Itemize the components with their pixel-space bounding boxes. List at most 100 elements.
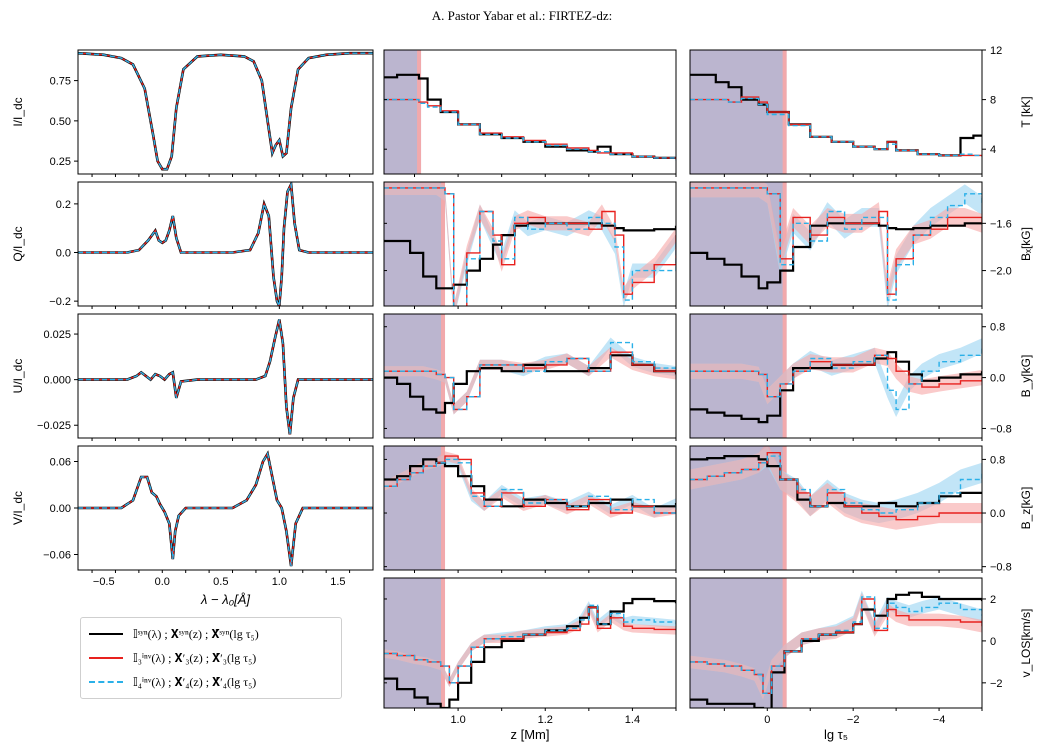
- panel-stokes-Q: −0.2 0.0 0.2 Q/I_dc: [11, 181, 374, 309]
- panel-temperature-z-line-syn: [384, 73, 676, 160]
- panel-stokes-I-ylabel: I/I_dc: [11, 97, 25, 126]
- panel-Bz-z-band-inv3: [384, 451, 676, 518]
- panel-temperature-z-shade: [384, 50, 422, 174]
- panel-stokes-U-yticklabel-2: 0.025: [43, 329, 71, 341]
- panel-temperature-tau-line-inv4: [690, 97, 982, 157]
- panel-Bz-tau-yticklabel-0: −0.8: [990, 562, 1012, 574]
- panel-By-tau-plot-area: [690, 314, 982, 438]
- panel-temperature-tau-yticklabel-1: 8: [990, 95, 996, 107]
- panel-Bx-tau-frame: [689, 181, 983, 307]
- panel-stokes-V: −0.06 0.00 0.06 −0.5 0.0 0.5 1.0 1.5 λ − λ₀[Å] V/…: [11, 445, 374, 607]
- panel-stokes-V-yticklabel-2: 0.06: [50, 457, 71, 469]
- running-header: A. Pastor Yabar et al.: FIRTEZ-dz:: [431, 8, 613, 23]
- panel-By-tau: −0.8 0.0 0.8 B_y[kG]: [689, 313, 1033, 441]
- panel-Bz-tau: −0.8 0.0 0.8 B_z[kG]: [689, 445, 1033, 574]
- panel-vlos-tau-shade-edge: [782, 578, 787, 708]
- legend-label-inv4: 𝕀₄ⁱⁿᵛ(λ) ; 𝐗′₄(z) ; 𝐗̃′₄(lg τ₅): [133, 674, 257, 689]
- panel-temperature-z-plot-area: [384, 50, 676, 174]
- panel-vlos-tau-line-inv4: [690, 596, 982, 694]
- panel-Bx-z-plot-area: [384, 182, 676, 306]
- panel-temperature-z: [383, 49, 677, 177]
- panel-temperature-z-line-inv3: [384, 98, 676, 160]
- panel-Bx-z-shade: [384, 182, 446, 306]
- panel-stokes-U-line-inv3: [78, 319, 373, 435]
- panel-stokes-Q-yticklabel-0: −0.2: [49, 296, 71, 308]
- legend-line-inv3: [89, 657, 123, 659]
- panel-By-tau-ylabel: B_y[kG]: [1019, 355, 1033, 398]
- panel-stokes-Q-line-inv4: [78, 182, 373, 306]
- panel-vlos-z-shade: [384, 578, 446, 708]
- panel-temperature-z-frame: [383, 49, 677, 175]
- panel-stokes-Q-plot-area: [78, 182, 373, 306]
- panel-stokes-V-line-inv4: [78, 451, 373, 567]
- panel-Bz-z-plot-area: [384, 446, 676, 570]
- panel-By-z-band-inv3: [384, 347, 676, 415]
- panel-Bz-tau-ylabel: B_z[kG]: [1019, 487, 1033, 530]
- panel-Bx-tau: −2.0 −1.6 Bₓ[kG]: [689, 181, 1033, 309]
- panel-By-z-line-syn: [384, 354, 676, 414]
- panel-stokes-V-ylabel: V/I_dc: [11, 491, 25, 525]
- panel-stokes-Q-line-inv3: [78, 182, 373, 306]
- panel-stokes-V-xticklabel-1: 0.0: [155, 576, 170, 588]
- panel-stokes-I: 0.25 0.50 0.75 I/I_dc: [11, 49, 374, 177]
- panel-Bx-tau-line-inv4: [690, 187, 982, 301]
- panel-stokes-U-line-syn: [78, 319, 373, 435]
- panel-By-tau-frame: [689, 313, 983, 439]
- panel-Bz-tau-yticklabel-1: 0.0: [990, 508, 1005, 520]
- panel-stokes-I-line-inv4: [78, 52, 373, 170]
- legend-entry-inv4: 𝕀₄ⁱⁿᵛ(λ) ; 𝐗′₄(z) ; 𝐗̃′₄(lg τ₅): [89, 672, 256, 692]
- panel-vlos-z-xlabel: z [Mm]: [511, 727, 550, 742]
- panel-vlos-tau-plot-area: [690, 578, 982, 708]
- panel-stokes-V-line-inv3: [78, 451, 373, 567]
- panel-Bx-tau-plot-area: [690, 182, 982, 306]
- panel-vlos-tau-yticklabel-1: 0: [990, 636, 996, 648]
- panel-stokes-V-plot-area: [78, 450, 373, 567]
- panel-Bx-z-frame: [383, 181, 677, 307]
- panel-By-z-plot-area: [384, 314, 676, 438]
- panel-By-tau-line-inv4: [690, 345, 982, 411]
- panel-Bz-tau-plot-area: [690, 446, 982, 570]
- panel-stokes-Q-frame: [77, 181, 374, 307]
- panel-stokes-I-yticklabel-0: 0.25: [50, 156, 71, 168]
- panel-vlos-tau-yticklabel-0: −2: [990, 678, 1003, 690]
- panel-stokes-Q-line-syn: [78, 182, 373, 306]
- panel-vlos-tau-xticklabel-0: 0: [764, 714, 770, 726]
- panel-vlos-tau-xlabel: lg τ₅: [824, 727, 848, 742]
- panel-stokes-U-plot-area: [78, 319, 373, 435]
- panel-stokes-I-yticklabel-2: 0.75: [50, 76, 71, 88]
- panel-vlos-z-xticklabel-0: 1.0: [450, 714, 465, 726]
- panel-Bz-z-shade-edge: [441, 446, 446, 570]
- legend-label-syn: 𝕀ˢʸⁿ(λ) ; 𝐗ˢʸⁿ(z) ; 𝐗̃ˢʸⁿ(lg τ₅): [133, 626, 259, 641]
- panel-vlos-tau-xticklabel-2: −4: [933, 714, 946, 726]
- panel-temperature-tau-plot-area: [690, 50, 982, 174]
- panel-vlos-z: 1.0 1.2 1.4 z [Mm]: [383, 577, 677, 742]
- panel-Bz-tau-frame: [689, 445, 983, 571]
- legend-line-inv4: [89, 681, 123, 683]
- panel-By-tau-yticklabel-1: 0.0: [990, 373, 1005, 385]
- panel-stokes-U-frame: [77, 313, 374, 439]
- panel-By-tau-yticklabel-0: −0.8: [990, 423, 1012, 435]
- legend-entry-syn: 𝕀ˢʸⁿ(λ) ; 𝐗ˢʸⁿ(z) ; 𝐗̃ˢʸⁿ(lg τ₅): [89, 624, 259, 644]
- panel-stokes-I-line-syn: [78, 51, 373, 171]
- panel-stokes-V-xticklabel-3: 1.0: [272, 576, 287, 588]
- legend-line-syn: [89, 633, 123, 635]
- panel-Bz-tau-yticklabel-2: 0.8: [990, 454, 1005, 466]
- panel-Bx-tau-yticklabel-0: −2.0: [990, 266, 1012, 278]
- panel-stokes-V-yticklabel-0: −0.06: [43, 550, 71, 562]
- panel-temperature-tau: 4 8 12 T [kK]: [689, 45, 1033, 177]
- panel-stokes-I-line-inv3: [78, 52, 373, 170]
- panel-stokes-Q-yticklabel-1: 0.0: [56, 248, 71, 260]
- panel-By-tau-yticklabel-2: 0.8: [990, 322, 1005, 334]
- panel-stokes-U-ylabel: U/I_dc: [11, 359, 25, 394]
- panel-stokes-V-xticklabel-4: 1.5: [330, 576, 345, 588]
- panel-vlos-tau-ylabel: v_LOS[km/s]: [1019, 609, 1033, 678]
- panel-vlos-tau-yticklabel-2: 2: [990, 594, 996, 606]
- panel-Bx-z-line-inv4: [384, 187, 676, 306]
- legend-entry-inv3: 𝕀₃ⁱⁿᵛ(λ) ; 𝐗′₃(z) ; 𝐗̃′₃(lg τ₅): [89, 648, 256, 668]
- panel-temperature-z-line-inv4: [384, 98, 676, 161]
- panel-Bx-tau-shade: [690, 182, 787, 306]
- legend-label-inv3: 𝕀₃ⁱⁿᵛ(λ) ; 𝐗′₃(z) ; 𝐗̃′₃(lg τ₅): [133, 650, 257, 665]
- panel-temperature-tau-ylabel: T [kK]: [1019, 96, 1033, 127]
- panel-Bz-z-line-inv4: [384, 458, 676, 514]
